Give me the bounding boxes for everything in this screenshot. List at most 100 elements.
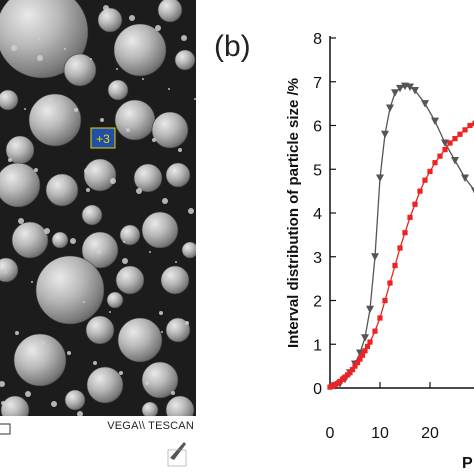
satellite-particle xyxy=(116,68,118,70)
satellite-particle xyxy=(48,98,52,102)
data-point xyxy=(396,84,404,93)
powder-particle xyxy=(107,79,129,101)
x-axis-ticks: 010203 xyxy=(326,382,439,442)
y-tick-label: 4 xyxy=(313,206,322,223)
marker-box xyxy=(90,127,116,149)
x-tick-label: 10 xyxy=(371,425,389,442)
powder-particle xyxy=(97,7,123,33)
satellite-particle xyxy=(51,401,57,407)
powder-particle xyxy=(64,389,86,411)
satellite-particle xyxy=(25,391,31,397)
satellite-particle xyxy=(96,248,102,254)
data-point xyxy=(377,315,383,321)
data-point xyxy=(447,140,453,146)
powder-particle xyxy=(11,221,49,259)
satellite-particle xyxy=(38,38,40,40)
data-point xyxy=(371,253,379,261)
powder-particle xyxy=(113,23,167,77)
satellite-particle xyxy=(109,311,111,313)
satellite-particle xyxy=(31,281,33,283)
satellite-particle xyxy=(136,188,142,194)
sem-caption: VEGA\\ TESCAN xyxy=(107,420,194,432)
powder-particle xyxy=(45,173,79,207)
x-tick-label: 0 xyxy=(326,425,335,442)
satellite-particle xyxy=(34,168,38,172)
satellite-particle xyxy=(155,25,161,31)
data-point xyxy=(427,168,433,175)
powder-particle xyxy=(81,204,103,226)
data-point xyxy=(421,100,429,108)
powder-particle xyxy=(0,395,30,416)
data-point xyxy=(361,334,369,342)
y-tick-label: 5 xyxy=(313,162,322,179)
powder-particle xyxy=(115,265,145,295)
powder-particle xyxy=(141,211,179,249)
satellite-particle xyxy=(24,108,26,110)
data-point xyxy=(362,348,368,354)
satellite-particle xyxy=(70,238,76,244)
data-point xyxy=(367,339,373,345)
data-point xyxy=(417,188,423,194)
y-tick-label: 8 xyxy=(313,31,322,48)
powder-particle xyxy=(0,0,89,79)
satellite-particle xyxy=(142,78,144,80)
satellite-particle xyxy=(123,241,125,243)
powder-particle xyxy=(85,315,115,345)
data-point xyxy=(471,187,474,194)
powder-particle xyxy=(0,89,19,111)
y-tick-label: 1 xyxy=(313,337,322,354)
data-series xyxy=(327,82,474,390)
satellite-particle xyxy=(86,188,90,192)
satellite-particle xyxy=(74,108,78,112)
satellite-particle xyxy=(1,401,5,405)
data-point xyxy=(451,157,459,165)
satellite-particle xyxy=(93,361,97,365)
sem-info-bar xyxy=(0,416,196,474)
satellite-particle xyxy=(83,301,85,303)
satellite-particle xyxy=(15,331,19,335)
powder-particle xyxy=(83,158,117,192)
sem-micrograph: +3 xyxy=(0,0,196,416)
powder-particle xyxy=(51,231,69,249)
data-point xyxy=(357,356,363,362)
powder-particle xyxy=(141,401,159,416)
satellite-particle xyxy=(100,118,104,122)
data-point xyxy=(411,87,419,95)
powder-particle xyxy=(117,317,163,363)
satellite-particle xyxy=(129,15,135,21)
data-point xyxy=(376,174,384,182)
y-tick-label: 3 xyxy=(313,250,322,267)
satellite-particle xyxy=(161,331,163,333)
data-point xyxy=(437,153,443,159)
satellite-particle xyxy=(119,371,123,375)
data-point xyxy=(354,360,361,366)
data-point xyxy=(347,370,353,376)
satellite-particle xyxy=(50,118,52,120)
y-tick-label: 0 xyxy=(313,381,322,398)
data-point xyxy=(467,122,473,129)
data-point xyxy=(397,245,403,251)
powder-particle xyxy=(181,241,196,259)
data-point xyxy=(431,117,439,126)
satellite-particle xyxy=(178,148,182,152)
data-point xyxy=(392,262,398,269)
satellite-particle xyxy=(18,218,24,224)
data-point xyxy=(452,136,458,142)
powder-particle xyxy=(174,49,196,71)
y-axis-ticks: 0 1 2 3 4 5 6 7 8 xyxy=(313,31,336,398)
satellite-particle xyxy=(145,381,149,385)
powder-particle xyxy=(165,395,195,416)
satellite-particle xyxy=(126,128,130,132)
satellite-particle xyxy=(12,28,14,30)
satellite-particle xyxy=(122,258,128,264)
satellite-particle xyxy=(175,261,177,263)
panel-label: (b) xyxy=(214,30,251,63)
satellite-particle xyxy=(41,341,45,345)
satellite-particle xyxy=(84,168,90,174)
particle-marker: +3 xyxy=(90,127,116,149)
satellite-particle xyxy=(152,138,156,142)
data-point xyxy=(387,280,393,286)
powder-particle xyxy=(119,224,141,246)
satellite-particle xyxy=(0,381,5,387)
powder-particle xyxy=(0,257,19,283)
